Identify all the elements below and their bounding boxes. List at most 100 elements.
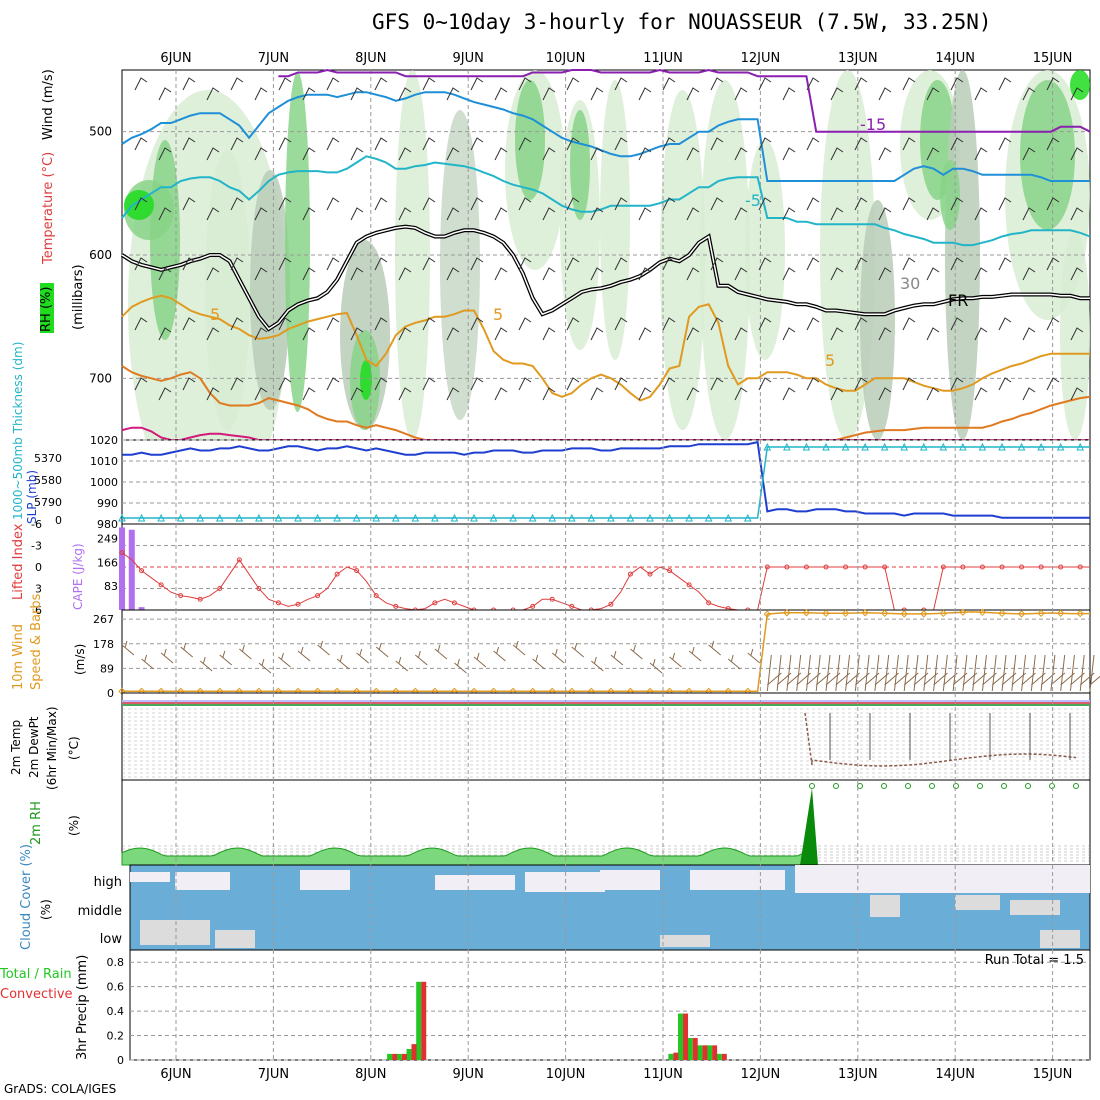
rh-frame <box>121 779 1091 866</box>
wind-barb <box>1046 377 1060 391</box>
ylabel-rh-pct: (%) <box>67 815 81 836</box>
cloud-gray <box>140 920 210 945</box>
surface-barb <box>121 640 135 656</box>
wind-barb <box>782 147 796 161</box>
li-marker <box>119 550 125 556</box>
li-marker <box>608 601 614 607</box>
wind-barb <box>878 87 892 101</box>
surface-barb <box>591 656 604 672</box>
wind-barb <box>710 317 724 331</box>
wind-barb <box>782 327 796 341</box>
wind-barb <box>974 267 988 281</box>
li-marker <box>960 564 966 570</box>
wind-barb <box>278 77 292 91</box>
wind-barb <box>230 257 244 271</box>
wind-barb <box>1022 267 1036 281</box>
wind-barb <box>374 197 388 211</box>
wind-barb <box>182 317 196 331</box>
lifted-cape-panel: -6 -3 0 3 6 249 166 83 Lifted Index CAPE (J/kg) <box>11 518 1091 617</box>
thickness-marker <box>333 513 341 522</box>
wind-barb <box>350 147 364 161</box>
wind-barb <box>542 87 556 101</box>
contour-label: 5 <box>825 351 835 370</box>
wind-barb <box>350 267 364 281</box>
wind-tick: 0 <box>107 687 114 700</box>
surface-barb <box>688 646 702 662</box>
wind-barb <box>230 197 244 211</box>
run-total: Run Total = 1.5 <box>985 953 1084 968</box>
thickness-marker <box>802 442 811 451</box>
wind-barb <box>230 77 244 91</box>
wind-barb <box>494 267 508 281</box>
wind-marker <box>959 608 967 616</box>
precip-total-bar <box>387 1053 393 1060</box>
thickness-marker <box>607 513 615 522</box>
surface-barb <box>512 640 526 656</box>
wind-barb <box>1022 387 1036 401</box>
cloud-gap <box>525 872 605 892</box>
thickness-marker <box>470 513 478 522</box>
li-marker <box>862 564 868 570</box>
precip-tick: 0.8 <box>107 956 125 969</box>
wind-barb <box>566 197 580 211</box>
rh-marker <box>953 783 959 789</box>
surface-barb <box>493 646 506 662</box>
wind-barb <box>518 77 532 91</box>
wind-barb <box>302 147 316 161</box>
wind-barb <box>446 147 460 161</box>
wind-barb <box>590 147 604 161</box>
cloud-gray <box>870 895 900 917</box>
rh-shade <box>560 100 600 350</box>
wind-marker <box>802 609 811 617</box>
surface-barb <box>180 642 193 658</box>
wind-barb <box>902 377 916 391</box>
ylabel-rh2m: 2m RH <box>29 801 44 845</box>
wind-barb <box>854 317 868 331</box>
precip-tick: 0.2 <box>107 1030 125 1043</box>
thickness-marker <box>685 513 693 522</box>
wind-barb <box>926 207 940 221</box>
thickness-marker <box>196 513 205 522</box>
wind-barb <box>158 327 172 341</box>
thickness-marker <box>1056 442 1065 451</box>
surface-barb <box>708 640 721 656</box>
cloud-gray <box>215 930 255 948</box>
precip-total-bar <box>406 1049 412 1060</box>
contour-label: -5 <box>745 191 761 210</box>
thickness-marker <box>567 513 576 522</box>
wind-barb <box>686 267 700 281</box>
slp-tick: 1020 <box>90 434 118 447</box>
rh-shade <box>515 80 545 200</box>
surface-barb <box>434 644 448 660</box>
wind-barb <box>566 257 580 271</box>
precip-conv-bar <box>683 1013 689 1060</box>
wind-barb <box>302 327 316 341</box>
li-marker <box>823 564 829 570</box>
wind-barb <box>902 317 916 331</box>
wind-barb <box>254 267 268 281</box>
wind-barb <box>638 267 652 281</box>
wind-panel: 267 178 89 0 10m Wind Speed & Barbs (m/s) <box>11 593 1100 700</box>
thickness-marker <box>763 442 772 451</box>
wind-barb <box>1022 207 1036 221</box>
wind-barb <box>686 327 700 341</box>
wind-barb <box>1046 197 1060 211</box>
thickness-marker <box>919 442 928 451</box>
rh-panel: 2m RH (%) <box>29 779 1091 866</box>
li-marker <box>1019 564 1025 570</box>
ylabel-speed: Speed & Barbs <box>29 593 44 690</box>
rh-marker <box>929 783 935 789</box>
cape-bar <box>119 527 125 610</box>
li-marker <box>979 564 985 570</box>
ylabel-precip: 3hr Precip (mm) <box>75 955 90 1060</box>
wind-barb <box>662 137 676 151</box>
surface-barb <box>258 658 272 674</box>
wind-barb <box>422 77 436 91</box>
wind-barb <box>134 317 148 331</box>
precip-frame <box>129 949 1091 1061</box>
precip-total-bar <box>697 1045 703 1060</box>
wind-barb <box>374 317 388 331</box>
wind-barb <box>950 197 964 211</box>
surface-barb <box>160 648 174 664</box>
wind-barb <box>638 147 652 161</box>
